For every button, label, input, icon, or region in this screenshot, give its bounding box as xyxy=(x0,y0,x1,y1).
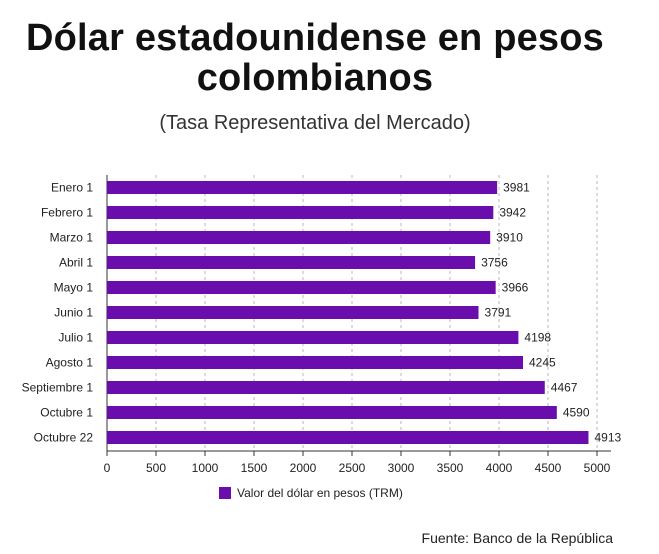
category-label: Junio 1 xyxy=(54,306,93,320)
data-label: 3791 xyxy=(485,306,512,320)
bar xyxy=(107,381,545,394)
data-label: 4590 xyxy=(563,406,590,420)
bar xyxy=(107,206,494,219)
category-label: Agosto 1 xyxy=(46,356,94,370)
bar xyxy=(107,356,524,369)
x-tick-label: 2000 xyxy=(290,461,317,475)
x-tick-label: 1500 xyxy=(241,461,268,475)
chart-title: Dólar estadounidense en pesos colombiano… xyxy=(0,18,630,98)
x-tick-label: 0 xyxy=(104,461,111,475)
x-tick-label: 3000 xyxy=(388,461,415,475)
chart-title-line1: Dólar estadounidense en pesos xyxy=(25,17,605,59)
x-tick-label: 3500 xyxy=(437,461,464,475)
chart-title-line2: colombianos xyxy=(196,57,434,99)
data-label: 4913 xyxy=(594,431,621,445)
category-label: Marzo 1 xyxy=(50,231,94,245)
bar xyxy=(107,231,491,244)
category-label: Abril 1 xyxy=(59,256,93,270)
data-label: 3981 xyxy=(503,181,530,195)
data-label: 3756 xyxy=(481,256,508,270)
x-tick-label: 4500 xyxy=(535,461,562,475)
category-label: Octubre 22 xyxy=(34,431,94,445)
bar xyxy=(107,281,496,294)
bar xyxy=(107,406,557,419)
x-tick-label: 4000 xyxy=(486,461,513,475)
data-label: 3910 xyxy=(496,231,523,245)
bar xyxy=(107,306,479,319)
data-label: 3942 xyxy=(499,206,526,220)
data-label: 4245 xyxy=(529,356,556,370)
chart-subtitle: (Tasa Representativa del Mercado) xyxy=(159,112,471,134)
category-label: Julio 1 xyxy=(58,331,93,345)
data-label: 4467 xyxy=(551,381,578,395)
data-label: 4198 xyxy=(524,331,551,345)
data-label: 3966 xyxy=(502,281,529,295)
bar xyxy=(107,256,476,269)
bar-chart: 0 500 1000 1500 2000 2500 3000 3500 4000 4500 5000… xyxy=(22,175,621,475)
legend: Valor del dólar en pesos (TRM) xyxy=(219,486,403,500)
bar xyxy=(107,431,589,444)
source-note: Fuente: Banco de la República xyxy=(421,530,613,546)
legend-swatch xyxy=(219,487,231,499)
x-tick-label: 2500 xyxy=(339,461,366,475)
category-label: Octubre 1 xyxy=(40,406,93,420)
category-label: Enero 1 xyxy=(51,181,93,195)
bar xyxy=(107,181,498,194)
bar xyxy=(107,331,519,344)
category-label: Mayo 1 xyxy=(54,281,94,295)
x-tick-label: 500 xyxy=(146,461,166,475)
category-label: Septiembre 1 xyxy=(22,381,94,395)
category-label: Febrero 1 xyxy=(41,206,93,220)
x-tick-label: 5000 xyxy=(584,461,611,475)
x-tick-label: 1000 xyxy=(192,461,219,475)
legend-label: Valor del dólar en pesos (TRM) xyxy=(237,486,403,500)
